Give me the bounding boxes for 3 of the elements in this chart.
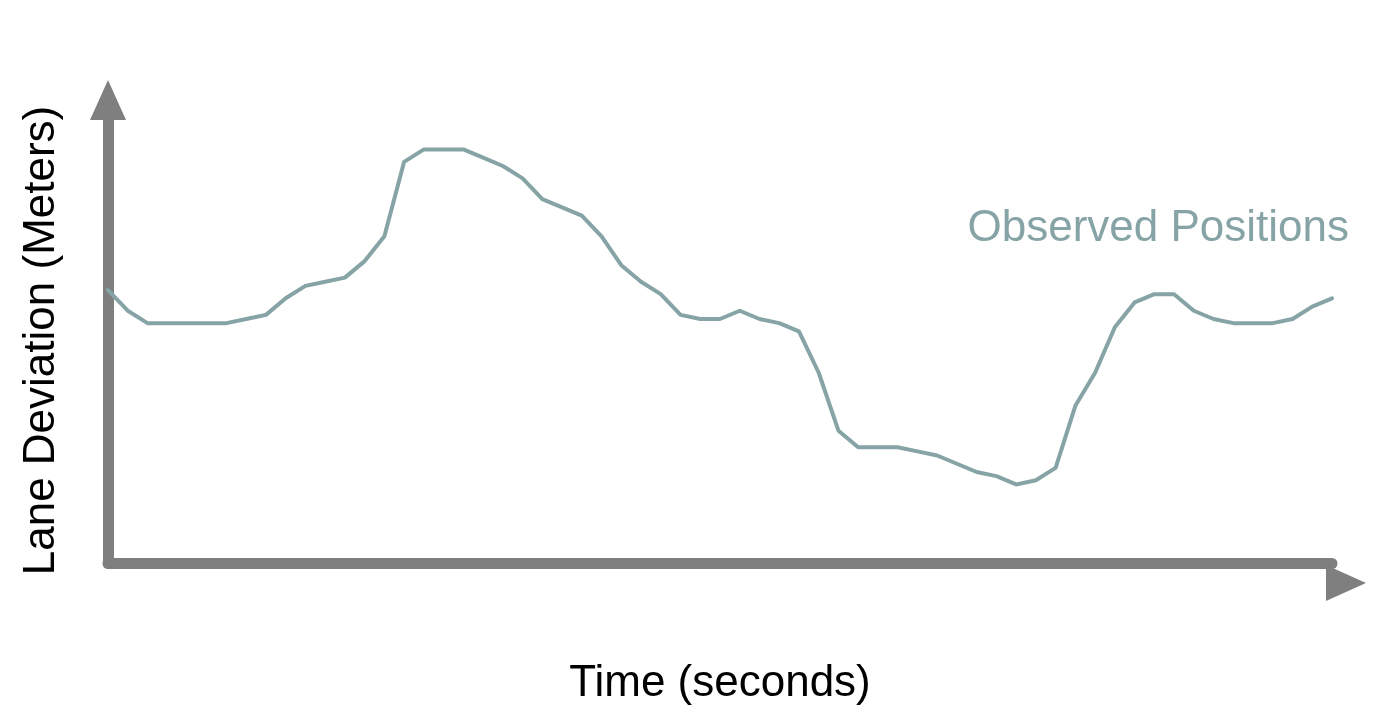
x-axis-title: Time (seconds) — [569, 655, 871, 705]
y-axis-title: Lane Deviation (Meters) — [13, 105, 63, 576]
series-label: Observed Positions — [967, 200, 1350, 250]
